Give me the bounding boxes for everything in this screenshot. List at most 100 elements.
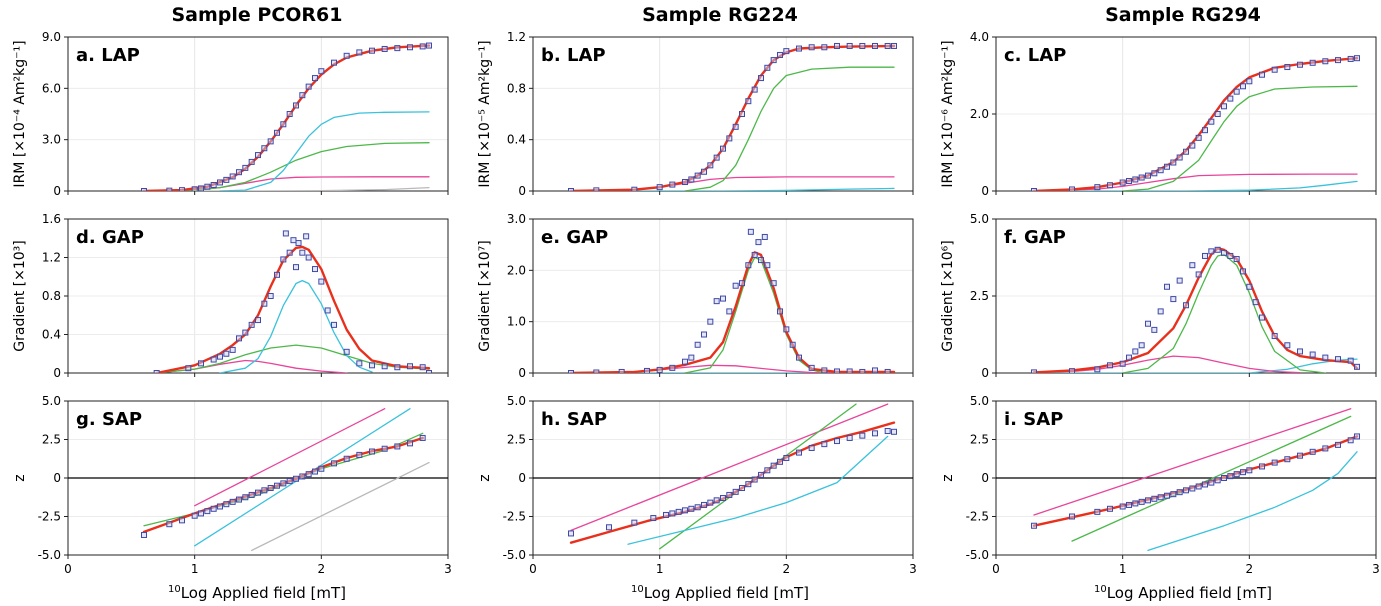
data-point xyxy=(343,348,350,355)
data-point xyxy=(255,152,261,159)
series-line-comp_gray xyxy=(251,461,430,552)
y-tick-label: 0 xyxy=(981,471,989,485)
data-point xyxy=(1157,494,1164,501)
data-point xyxy=(796,45,802,52)
series-line-comp_cyan xyxy=(570,187,895,191)
data-point xyxy=(682,358,688,365)
data-point xyxy=(1322,354,1329,361)
series-line-comp_cyan xyxy=(1033,358,1358,373)
y-tick-label: 0.4 xyxy=(507,133,526,147)
data-point xyxy=(179,187,185,191)
y-tick-label: 2.0 xyxy=(507,263,526,277)
data-point xyxy=(747,228,754,235)
data-point xyxy=(1297,348,1303,355)
x-tick-label: 2 xyxy=(783,562,791,576)
y-axis-label: IRM [×10⁻⁴ Am²kg⁻¹] xyxy=(12,40,28,187)
data-point xyxy=(1145,320,1151,327)
data-point xyxy=(426,370,432,373)
data-point xyxy=(331,59,337,66)
data-point xyxy=(796,354,802,361)
data-point xyxy=(1259,463,1265,470)
panel-label: a. LAP xyxy=(76,45,140,66)
data-point xyxy=(1354,433,1360,440)
data-point xyxy=(732,488,739,495)
data-point xyxy=(261,487,268,494)
data-point xyxy=(1347,357,1354,364)
data-point xyxy=(248,321,255,328)
data-point xyxy=(789,341,796,348)
y-tick-label: 0 xyxy=(981,184,989,198)
plot-area xyxy=(141,408,430,552)
data-point xyxy=(1347,55,1354,62)
y-tick-label: 0.8 xyxy=(42,289,61,303)
data-point xyxy=(821,441,828,448)
data-point xyxy=(369,47,375,54)
y-tick-label: -5.0 xyxy=(38,548,61,562)
y-tick-label: 0.8 xyxy=(507,81,526,95)
y-tick-label: 3.0 xyxy=(42,133,61,147)
data-point xyxy=(1151,495,1158,502)
data-point xyxy=(872,42,878,49)
y-axis-label: IRM [×10⁻⁵ Am²kg⁻¹] xyxy=(477,40,493,187)
data-point xyxy=(751,476,758,483)
data-point xyxy=(821,44,828,51)
chart-panel-e: 0 1.0 2.0 3.0 Gradient [×10⁷] e. GAP xyxy=(477,212,914,380)
y-tick-label: -5.0 xyxy=(966,548,989,562)
data-point xyxy=(1322,58,1329,65)
data-point xyxy=(236,169,242,176)
y-axis-label: Gradient [×10³] xyxy=(12,240,28,351)
data-point xyxy=(1221,475,1227,481)
data-point xyxy=(198,360,204,367)
data-point xyxy=(295,240,302,247)
column-title-rg224: Sample RG224 xyxy=(642,4,798,26)
data-point xyxy=(1151,326,1158,333)
data-point xyxy=(669,181,676,188)
data-point xyxy=(739,485,745,492)
data-point xyxy=(1202,252,1208,259)
series-line-comp_green xyxy=(1122,253,1326,373)
data-point xyxy=(701,168,707,175)
data-point xyxy=(312,266,318,273)
y-tick-label: 1.0 xyxy=(507,315,526,329)
x-tick-label: 1 xyxy=(656,562,664,576)
x-tick-label: 2 xyxy=(1246,562,1254,576)
data-point xyxy=(229,173,236,180)
series-line-comp_green xyxy=(684,256,825,373)
data-point xyxy=(846,434,853,441)
data-point xyxy=(223,350,230,357)
data-point xyxy=(1126,501,1132,508)
data-point xyxy=(834,42,840,49)
data-point xyxy=(808,364,815,371)
data-point xyxy=(770,462,777,469)
data-point xyxy=(707,162,714,169)
data-point xyxy=(343,52,350,59)
data-point xyxy=(732,282,739,289)
data-point xyxy=(217,179,223,186)
y-axis-label: IRM [×10⁻⁶ Am²kg⁻¹] xyxy=(940,40,956,187)
data-point xyxy=(1309,59,1316,66)
data-point xyxy=(846,368,853,373)
data-point xyxy=(777,308,783,315)
chart-panel-h: -5.0 -2.5 0 2.5 5.0 0 1 2 3 z h. SAP xyxy=(477,394,917,576)
data-point xyxy=(694,341,701,348)
data-point xyxy=(286,249,293,256)
y-tick-label: 9.0 xyxy=(42,30,61,44)
data-point xyxy=(1335,441,1341,448)
data-point xyxy=(274,482,280,489)
data-point xyxy=(419,434,426,441)
data-point xyxy=(185,365,192,372)
data-point xyxy=(1214,111,1221,117)
x-tick-label: 1 xyxy=(1119,562,1127,576)
series-line-comp_cyan xyxy=(219,279,373,373)
panel-label: f. GAP xyxy=(1004,227,1066,248)
y-tick-label: 0 xyxy=(518,471,526,485)
data-point xyxy=(198,510,204,517)
y-tick-label: 0 xyxy=(518,366,526,380)
data-point xyxy=(1138,174,1145,181)
data-point xyxy=(821,367,828,373)
data-point xyxy=(242,494,249,501)
data-point xyxy=(656,184,663,191)
data-point xyxy=(1284,64,1291,71)
y-tick-label: 1.6 xyxy=(42,212,61,226)
